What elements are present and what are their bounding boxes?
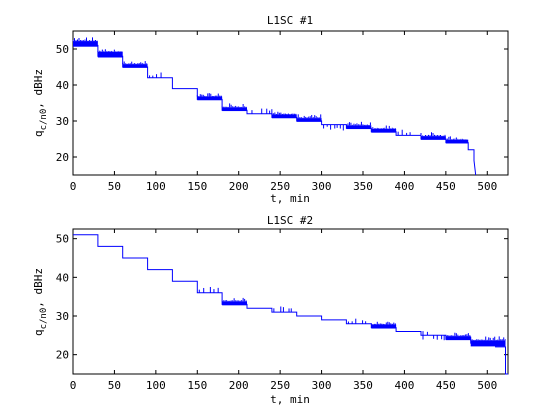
noise-band-fill: [222, 301, 247, 306]
series-noise-band: [370, 321, 397, 329]
x-tick-label: 300: [312, 379, 332, 392]
x-tick-label: 100: [146, 379, 166, 392]
x-tick-label: 250: [270, 180, 290, 193]
series-noise-band: [445, 332, 471, 341]
series-noise-band: [196, 93, 223, 101]
series-noise-band: [221, 103, 247, 112]
chart-1-x-ticks: 0 50 100 150 200 250 300 350 400 450 500: [70, 31, 497, 193]
x-tick-label: 350: [353, 180, 373, 193]
series-noise-band: [420, 132, 446, 140]
chart-1-series: [72, 37, 477, 176]
chart-1-y-ticks: 20 30 40 50: [56, 43, 508, 164]
noise-band-fill: [445, 139, 469, 144]
y-tick-label: 30: [56, 310, 69, 323]
x-tick-label: 50: [108, 180, 121, 193]
series-spikes: [347, 318, 367, 324]
series-noise-band: [72, 37, 98, 47]
x-tick-label: 150: [187, 180, 207, 193]
noise-band-fill: [122, 64, 148, 68]
y-tick-label: 30: [56, 115, 69, 128]
noise-band-fill: [346, 125, 372, 130]
noise-band-fill: [296, 118, 322, 122]
series-spikes: [397, 129, 411, 136]
series-noise-band: [370, 125, 397, 133]
y-tick-label: 50: [56, 233, 69, 246]
noise-band-fill: [197, 96, 223, 101]
series-noise-band: [470, 336, 506, 347]
noise-band-fill: [421, 136, 446, 140]
chart-panel-1: L1SC #1 0 50 100 150 200 250 300 350 400 450 500 2…: [32, 14, 509, 205]
chart-1-plot-area: [72, 30, 509, 176]
x-tick-label: 250: [270, 379, 290, 392]
y-tick-label: 40: [56, 79, 69, 92]
chart-panel-2: L1SC #2 0 50 100 150 200 250 300 350 400 450 500 2…: [32, 214, 509, 406]
x-tick-label: 400: [394, 180, 414, 193]
chart-2-y-label-unit: , dBHz: [32, 268, 45, 308]
noise-band-fill: [371, 128, 397, 133]
chart-1-y-axis-label: qc/n0, dBHz: [32, 69, 49, 137]
chart-1-x-axis-label: t, min: [270, 192, 310, 205]
chart-2-y-label-main: q: [32, 329, 45, 336]
series-noise-band: [445, 136, 469, 144]
chart-1-y-label-subscript: c/n0: [39, 109, 49, 131]
y-tick-label: 20: [56, 151, 69, 164]
x-tick-label: 500: [477, 180, 497, 193]
y-tick-label: 50: [56, 43, 69, 56]
x-tick-label: 450: [436, 379, 456, 392]
x-tick-label: 350: [353, 379, 373, 392]
x-tick-label: 150: [187, 379, 207, 392]
chart-2-y-label-subscript: c/n0: [39, 308, 49, 330]
x-tick-label: 500: [477, 379, 497, 392]
noise-band-fill: [271, 114, 297, 119]
chart-2-x-axis-label: t, min: [270, 393, 310, 406]
series-spikes: [149, 72, 162, 78]
chart-1-title: L1SC #1: [267, 14, 313, 27]
chart-1-y-label-main: q: [32, 130, 45, 137]
chart-2-series: [73, 234, 508, 375]
x-tick-label: 0: [70, 180, 77, 193]
noise-band-fill: [371, 324, 397, 329]
noise-band-fill: [97, 51, 123, 58]
series-spikes: [273, 306, 292, 313]
x-tick-label: 200: [229, 180, 249, 193]
x-tick-label: 0: [70, 379, 77, 392]
x-tick-label: 200: [229, 379, 249, 392]
chart-2-y-axis-label: qc/n0, dBHz: [32, 268, 49, 336]
chart-2-plot-area: [72, 228, 509, 375]
series-spikes: [323, 124, 344, 131]
series-spikes: [251, 108, 273, 114]
x-tick-label: 50: [108, 379, 121, 392]
noise-band-fill: [445, 336, 471, 341]
series-noise-band: [122, 61, 148, 68]
chart-2-y-ticks: 20 30 40 50: [56, 233, 508, 362]
noise-band-fill: [222, 107, 247, 112]
x-tick-label: 450: [436, 180, 456, 193]
series-noise-band: [296, 114, 322, 122]
x-tick-label: 100: [146, 180, 166, 193]
series-spikes: [198, 286, 219, 293]
chart-1-y-label-unit: , dBHz: [32, 69, 45, 109]
noise-band-fill: [470, 340, 506, 347]
y-tick-label: 20: [56, 349, 69, 362]
series-spikes: [422, 331, 445, 341]
noise-band-fill: [73, 41, 98, 47]
series-noise-band: [345, 121, 372, 130]
series-noise-band: [221, 297, 247, 306]
chart-2-x-ticks: 0 50 100 150 200 250 300 350 400 450 500: [70, 229, 497, 392]
x-tick-label: 300: [312, 180, 332, 193]
x-tick-label: 400: [394, 379, 414, 392]
series-noise-band: [97, 49, 123, 58]
y-tick-label: 40: [56, 271, 69, 284]
chart-2-title: L1SC #2: [267, 214, 313, 227]
